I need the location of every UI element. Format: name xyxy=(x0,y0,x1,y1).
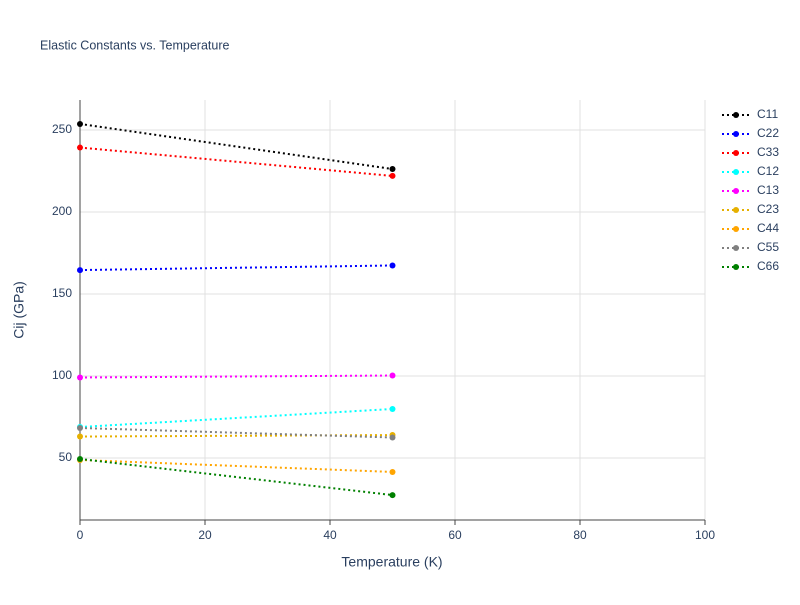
series-line xyxy=(79,146,393,177)
data-point xyxy=(77,374,83,381)
data-point xyxy=(389,468,396,475)
legend-marker[interactable] xyxy=(733,226,739,232)
y-tick-label: 200 xyxy=(52,204,72,218)
legend-label[interactable]: C11 xyxy=(757,107,778,121)
data-point xyxy=(77,120,83,127)
series-line xyxy=(79,458,393,473)
x-tick-label: 80 xyxy=(573,528,587,542)
series-line xyxy=(79,264,393,272)
data-point xyxy=(389,166,396,173)
legend-label[interactable]: C66 xyxy=(757,259,779,273)
y-axis-label: Cij (GPa) xyxy=(11,281,27,339)
legend-label[interactable]: C13 xyxy=(757,183,779,197)
data-point xyxy=(389,372,396,379)
chart-title: Elastic Constants vs. Temperature xyxy=(40,38,229,52)
legend-marker[interactable] xyxy=(733,264,739,270)
series-line xyxy=(79,457,393,497)
legend-marker[interactable] xyxy=(733,245,739,251)
series-line xyxy=(79,426,393,439)
x-tick-label: 100 xyxy=(695,528,715,542)
legend-label[interactable]: C22 xyxy=(757,126,779,140)
y-tick-label: 50 xyxy=(59,450,73,464)
x-tick-label: 0 xyxy=(77,528,84,542)
x-axis-label: Temperature (K) xyxy=(341,554,442,570)
series-line xyxy=(79,407,393,429)
legend-label[interactable]: C33 xyxy=(757,145,779,159)
legend-marker[interactable] xyxy=(733,188,739,194)
x-tick-label: 60 xyxy=(448,528,462,542)
legend-label[interactable]: C12 xyxy=(757,164,779,178)
legend-marker[interactable] xyxy=(733,112,739,118)
legend-marker[interactable] xyxy=(733,131,739,137)
legend-marker[interactable] xyxy=(733,150,739,156)
legend-marker[interactable] xyxy=(733,207,739,213)
legend-label[interactable]: C55 xyxy=(757,240,779,254)
legend-marker[interactable] xyxy=(733,169,739,175)
legend-label[interactable]: C44 xyxy=(757,221,779,235)
data-point xyxy=(389,492,396,499)
data-point xyxy=(389,434,396,441)
data-point xyxy=(77,455,83,462)
series-line xyxy=(79,374,393,379)
x-tick-label: 40 xyxy=(323,528,337,542)
x-tick-label: 20 xyxy=(198,528,212,542)
data-point xyxy=(77,144,83,151)
data-point xyxy=(389,405,396,412)
y-tick-label: 250 xyxy=(52,122,72,136)
data-point xyxy=(389,172,396,179)
data-point xyxy=(77,424,83,431)
y-tick-label: 100 xyxy=(52,368,72,382)
data-point xyxy=(77,267,83,274)
data-point xyxy=(77,433,83,440)
legend-label[interactable]: C23 xyxy=(757,202,779,216)
data-point xyxy=(389,262,396,269)
y-tick-label: 150 xyxy=(52,286,72,300)
